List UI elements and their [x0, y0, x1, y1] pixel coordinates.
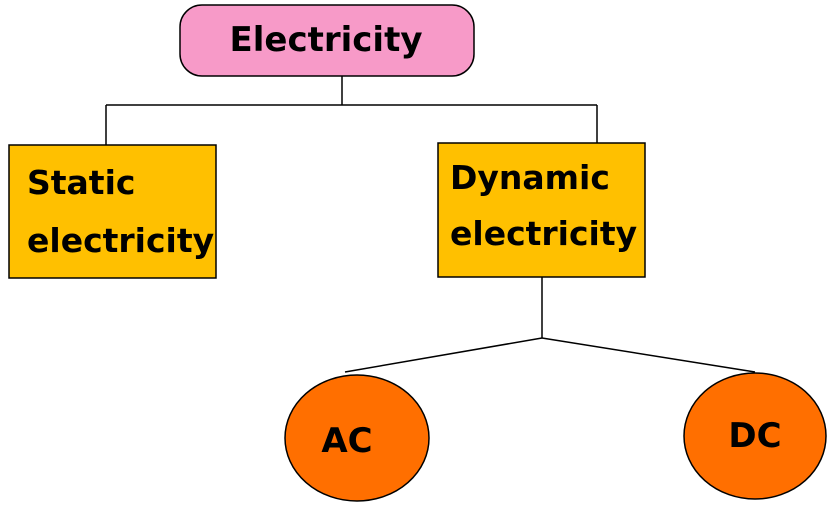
- dc-node: DC: [683, 372, 827, 500]
- ac-branch-connector: [344, 337, 543, 373]
- connectors: [105, 76, 756, 373]
- static-electricity-label-line1: Static: [27, 163, 135, 202]
- root-node: Electricity: [179, 4, 475, 77]
- dynamic-electricity-label-line2: electricity: [450, 214, 637, 253]
- dynamic-electricity-node: Dynamic electricity: [437, 142, 646, 278]
- static-electricity-node: Static electricity: [8, 144, 217, 279]
- static-electricity-label-line2: electricity: [27, 221, 214, 260]
- ac-node: AC: [284, 374, 430, 502]
- dc-node-label: DC: [728, 416, 781, 456]
- ac-node-circle: [284, 374, 430, 502]
- dynamic-electricity-label-line1: Dynamic: [450, 158, 610, 197]
- root-node-label: Electricity: [230, 20, 423, 60]
- ac-node-label: AC: [321, 421, 372, 461]
- dc-node-circle: [683, 372, 827, 500]
- dynamic-electricity-box: [437, 142, 646, 278]
- static-electricity-box: [8, 144, 217, 279]
- dc-branch-connector: [541, 337, 756, 373]
- root-node-box: [179, 4, 475, 77]
